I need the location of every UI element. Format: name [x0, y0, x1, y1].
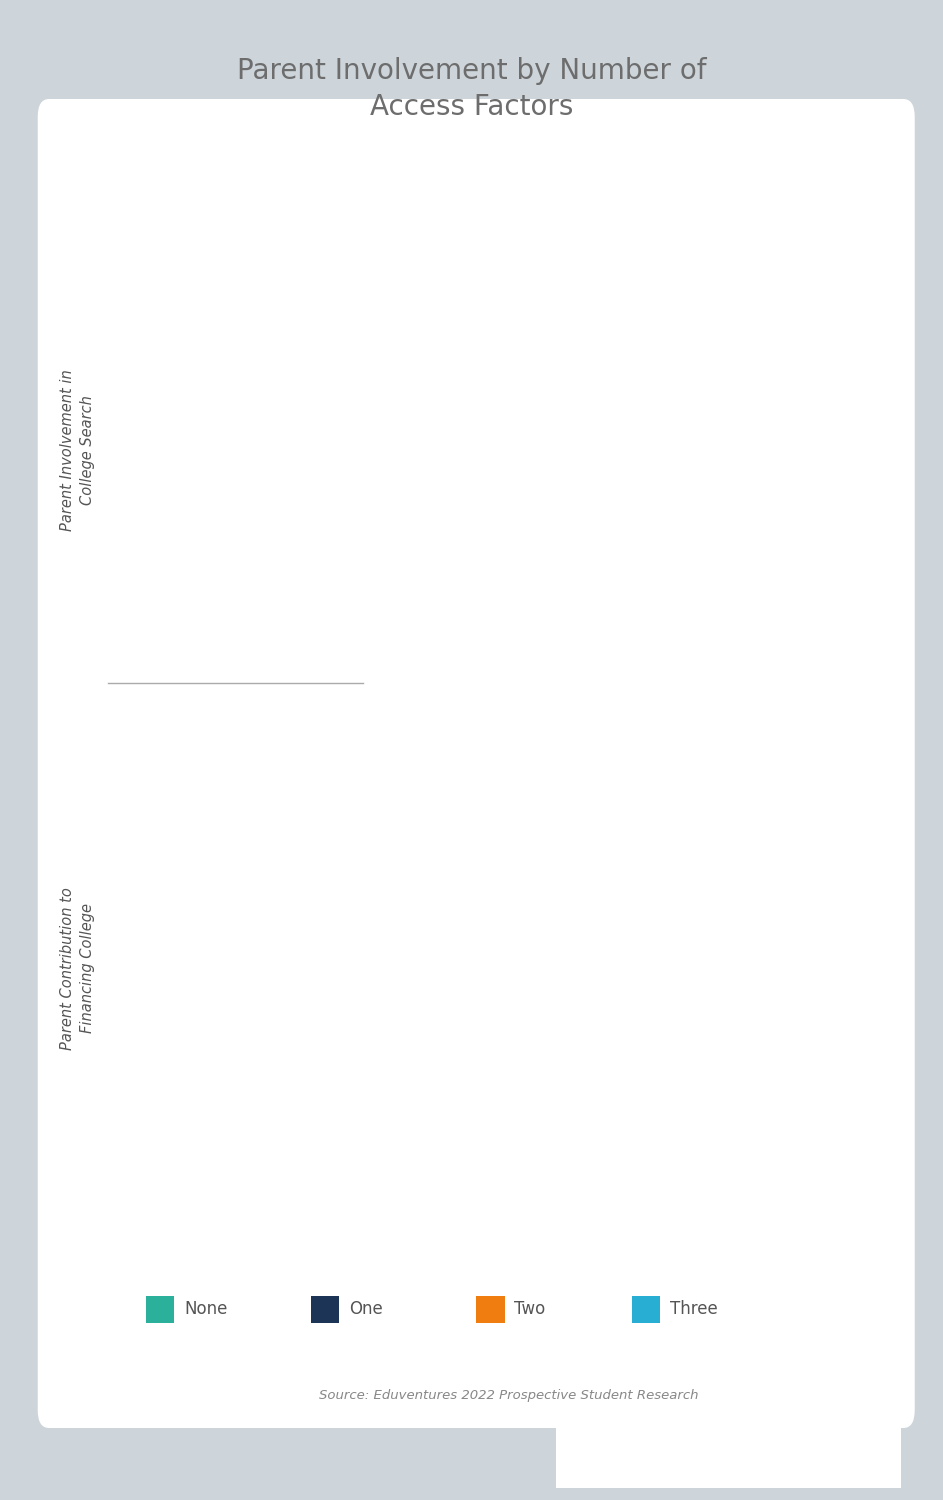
Bar [363, 1178, 779, 1192]
Bar [363, 296, 396, 312]
Text: Have moderate involvement;
I take the lead role: Have moderate involvement; I take the le… [152, 486, 356, 518]
Text: 50-50 partners: 50-50 partners [252, 392, 356, 405]
Text: Source: Eduventures 2022 Prospective Student Research: Source: Eduventures 2022 Prospective Stu… [320, 1389, 699, 1401]
Text: Eduventures’ Research: Eduventures’ Research [573, 1458, 781, 1476]
Bar [363, 951, 416, 968]
Text: Parents/guardians
lead the way: Parents/guardians lead the way [230, 279, 356, 309]
Text: Will make a modest
contribution: Will make a modest contribution [218, 1056, 356, 1088]
Bar [363, 1092, 403, 1108]
Bar [363, 381, 601, 396]
Bar [363, 1158, 687, 1174]
Text: Parent Involvement in
College Search: Parent Involvement in College Search [60, 369, 94, 531]
Text: Parent Involvement by Number of
Access Factors: Parent Involvement by Number of Access F… [237, 57, 706, 120]
Bar [363, 362, 640, 378]
Bar [363, 278, 403, 292]
Bar [363, 830, 594, 844]
Bar [363, 503, 653, 519]
Text: Will make a substantial
contribution: Will make a substantial contribution [193, 849, 356, 880]
Text: Will participate equally in
financing education: Will participate equally in financing ed… [178, 952, 356, 984]
Bar [363, 865, 455, 882]
Bar [363, 1140, 561, 1155]
Bar [363, 315, 396, 330]
Text: Two: Two [514, 1300, 545, 1318]
Text: Parent Contribution to
Financing College: Parent Contribution to Financing College [60, 886, 94, 1050]
Bar [363, 782, 376, 796]
Text: encoura®: encoura® [573, 1428, 651, 1443]
Bar [363, 744, 422, 759]
Bar [363, 724, 455, 741]
Bar [363, 626, 568, 640]
Bar [363, 1036, 429, 1052]
Bar [363, 522, 634, 537]
Bar [363, 484, 640, 500]
Bar [363, 399, 528, 416]
Bar [363, 970, 416, 986]
Bar [363, 588, 455, 604]
Bar [363, 1196, 865, 1212]
Bar [363, 608, 535, 622]
Bar [363, 885, 416, 900]
Bar [363, 933, 422, 948]
Text: Will pay everything: Will pay everything [221, 754, 356, 768]
Bar [363, 258, 403, 274]
Bar [363, 1054, 422, 1071]
Bar [363, 847, 502, 862]
Bar [363, 466, 653, 482]
Bar [363, 1074, 416, 1089]
Text: Will not contribute to
financing college education: Will not contribute to financing college… [163, 1161, 356, 1191]
Text: Three: Three [670, 1300, 718, 1318]
Bar [363, 570, 409, 585]
Bar [363, 419, 508, 434]
Text: None: None [184, 1300, 227, 1318]
Bar [363, 988, 396, 1004]
Bar [363, 762, 396, 778]
Text: One: One [349, 1300, 383, 1318]
Text: Have little to no involvement: Have little to no involvement [154, 598, 356, 612]
